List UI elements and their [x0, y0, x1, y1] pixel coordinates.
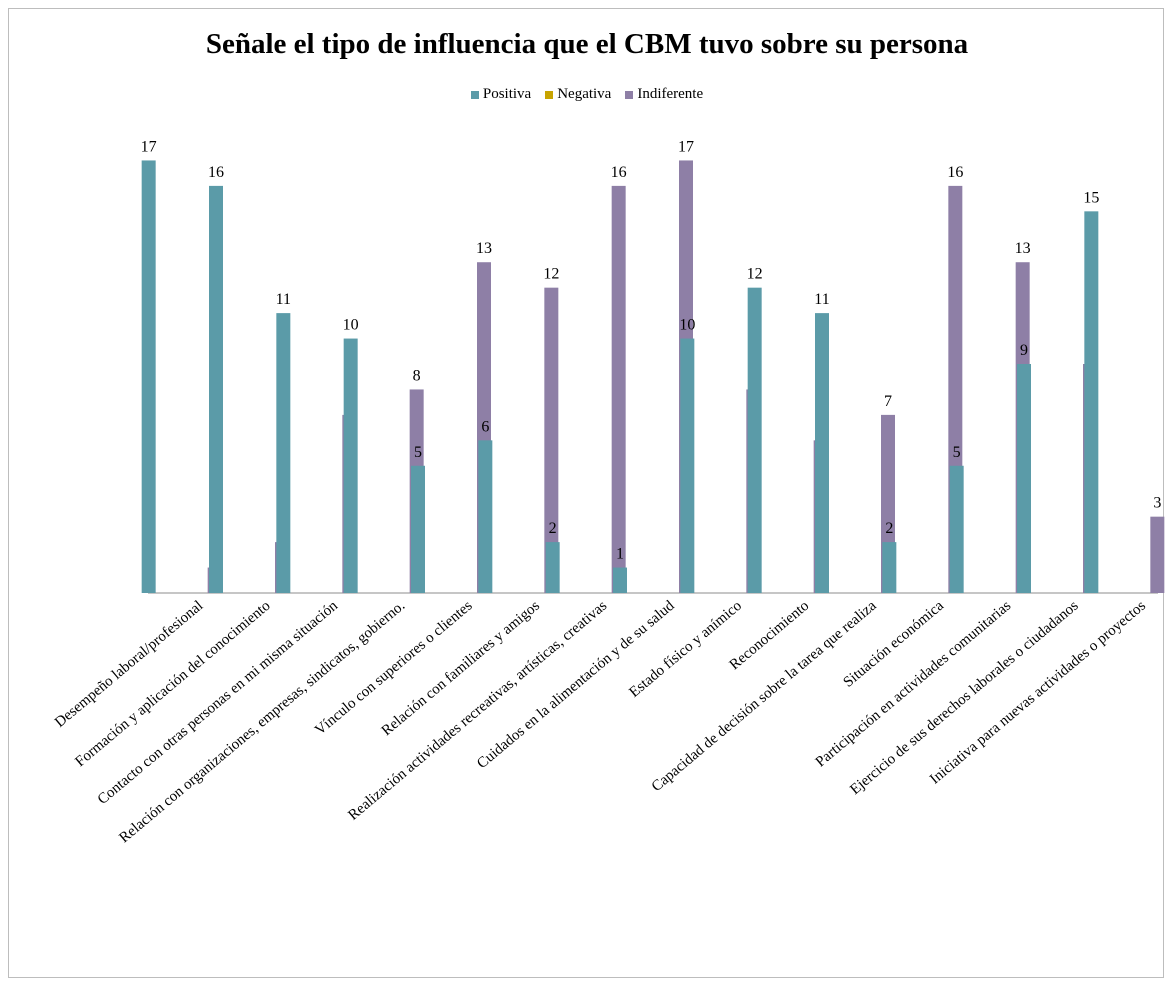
legend-swatch-indiferente: [625, 90, 634, 99]
bar-positiva-3: [343, 338, 358, 593]
data-label-positiva-6: 2: [549, 520, 557, 537]
x-tick-label-6: Realización actividades recreativas, art…: [345, 598, 610, 824]
data-label-indiferente-14: 3: [1153, 495, 1161, 512]
x-tick-label-13: Ejercicio de sus derechos laborales o ci…: [847, 598, 1081, 798]
data-label-indiferente-3: 8: [413, 367, 421, 384]
bar-indiferente-6: [611, 185, 626, 593]
data-label-indiferente-10: 7: [884, 393, 892, 410]
data-label-positiva-12: 5: [953, 444, 961, 461]
data-label-positiva-1: 16: [208, 164, 224, 181]
bar-positiva-1: [209, 185, 223, 593]
data-label-indiferente-5: 12: [543, 266, 559, 283]
data-label-indiferente-12: 13: [1015, 240, 1031, 257]
data-label-positiva-4: 5: [414, 444, 422, 461]
bar-positiva-0: [141, 160, 156, 593]
legend-swatch-positiva: [470, 90, 479, 99]
data-label-positiva-13: 9: [1020, 342, 1028, 359]
chart-frame: [8, 8, 1164, 978]
bar-indiferente-5: [544, 287, 559, 593]
x-tick-label-10: Capacidad de decisión sobre la tarea que…: [649, 598, 880, 795]
data-label-positiva-5: 6: [481, 418, 489, 435]
bar-positiva-14: [1084, 211, 1099, 594]
legend-item-positiva: Positiva: [470, 86, 532, 103]
data-label-positiva-10: 11: [814, 291, 829, 308]
bar-positiva-13: [1017, 364, 1031, 593]
bar-positiva-11: [882, 542, 897, 593]
data-label-indiferente-7: 17: [678, 138, 694, 155]
bar-indiferente-14: [1150, 516, 1165, 593]
legend-item-indiferente: Indiferente: [625, 86, 703, 103]
data-label-positiva-3: 10: [343, 317, 359, 334]
bar-positiva-8: [680, 338, 695, 593]
data-label-positiva-0: 17: [141, 138, 157, 155]
bar-positiva-12: [949, 465, 964, 593]
bar-positiva-2: [276, 313, 291, 593]
data-label-indiferente-11: 16: [947, 164, 963, 181]
x-tick-label-2: Contacto con otras personas en mi misma …: [95, 597, 341, 807]
data-label-positiva-11: 2: [885, 520, 893, 537]
data-label-positiva-7: 1: [616, 546, 624, 563]
bar-positiva-7: [613, 567, 627, 593]
data-label-positiva-8: 10: [679, 317, 695, 334]
bar-positiva-6: [545, 542, 560, 593]
data-label-positiva-9: 12: [747, 266, 763, 283]
legend-item-negativa: Negativa: [545, 86, 611, 103]
data-label-positiva-14: 15: [1083, 189, 1099, 206]
legend-label-negativa: Negativa: [557, 86, 612, 102]
data-label-indiferente-6: 16: [611, 164, 627, 181]
legend-swatch-negativa: [545, 90, 554, 99]
x-tick-label-8: Estado físico y anímico: [626, 598, 744, 701]
legend-label-positiva: Positiva: [482, 86, 532, 102]
legend-label-indiferente: Indiferente: [637, 86, 704, 102]
bar-positiva-9: [747, 287, 762, 593]
data-label-indiferente-4: 13: [476, 240, 492, 257]
bar-positiva-10: [815, 313, 829, 593]
bar-positiva-4: [411, 465, 425, 593]
data-label-positiva-2: 11: [276, 291, 291, 308]
bar-positiva-5: [478, 440, 493, 593]
chart-legend: Positiva Negativa Indiferente: [0, 86, 1174, 103]
chart-title: Señale el tipo de influencia que el CBM …: [205, 28, 969, 60]
